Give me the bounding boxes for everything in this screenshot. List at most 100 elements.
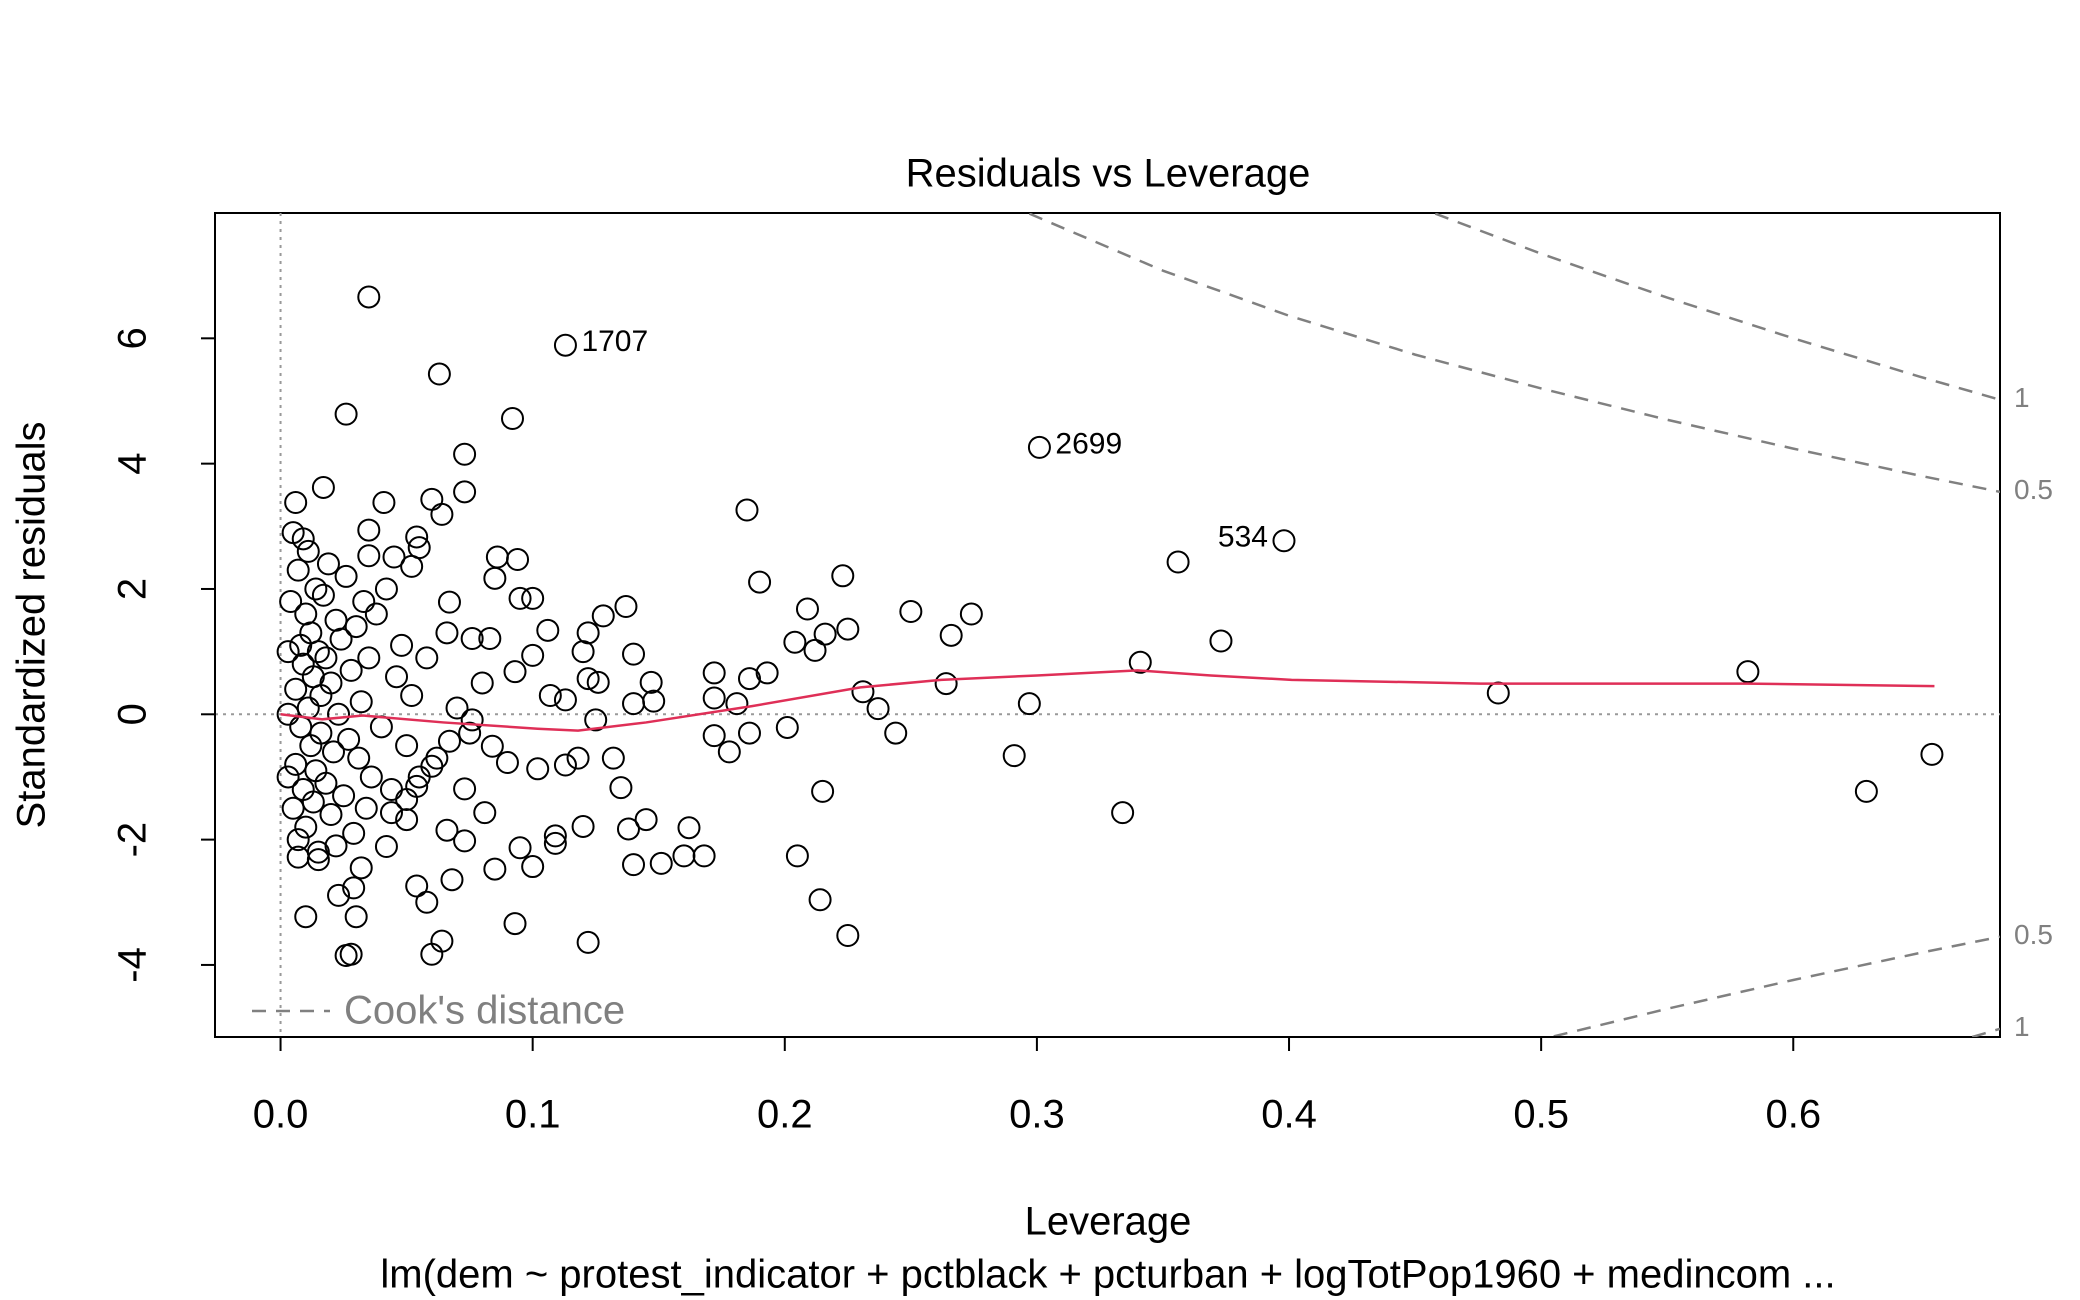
point [536,618,560,642]
point [359,765,383,789]
point [470,671,494,695]
point [506,548,530,572]
x-tick-label: 0.4 [1261,1093,1317,1137]
point [334,944,358,968]
point [342,821,366,845]
point [586,670,610,694]
point [296,696,320,720]
point [453,829,477,853]
point [1920,742,1944,766]
point [795,597,819,621]
point [427,362,451,386]
point [453,442,477,466]
point [279,590,303,614]
point [485,545,509,569]
point [1854,779,1878,803]
cooks-level-label: 1 [2014,1011,2030,1042]
cooks-level-label: 1 [2014,382,2030,413]
point [385,665,409,689]
point [866,697,890,721]
point [748,570,772,594]
cooks-line [1553,935,2000,1037]
point [349,856,373,880]
plot-area [215,213,2000,1037]
point [357,518,381,542]
cooks-line [1971,1027,2000,1037]
legend-label: Cook's distance [344,989,625,1033]
point [884,721,908,745]
point [521,586,545,610]
point [480,734,504,758]
point [291,527,315,551]
point [483,857,507,881]
point [702,661,726,685]
point [813,622,837,646]
point [717,740,741,764]
point [473,801,497,825]
point [649,851,673,875]
point [737,667,761,691]
point [420,487,444,511]
point [576,621,600,645]
point [400,683,424,707]
point [959,602,983,626]
point [281,796,305,820]
point [526,757,550,781]
point [1736,660,1760,684]
point [483,566,507,590]
point [437,590,461,614]
point [755,661,779,685]
point [324,608,348,632]
point-label: 1707 [581,325,648,358]
point [851,680,875,704]
point [1128,650,1152,674]
point [319,671,343,695]
point [332,784,356,808]
point [354,796,378,820]
annotated-point [553,333,577,357]
point [614,595,638,619]
point [357,646,381,670]
point [622,642,646,666]
point [571,640,595,664]
point [284,677,308,701]
point [584,708,608,732]
point [334,402,358,426]
point [735,498,759,522]
x-axis-label: Leverage [1025,1200,1192,1244]
y-tick-label: 0 [111,703,155,725]
point [642,689,666,713]
point [311,475,335,499]
point [811,779,835,803]
point [737,721,761,745]
point-label: 534 [1218,521,1268,554]
point [284,490,308,514]
point [934,672,958,696]
point [543,824,567,848]
point [478,626,502,650]
x-tick-label: 0.6 [1765,1093,1821,1137]
point [553,753,577,777]
point [576,667,600,691]
point [453,777,477,801]
point [276,765,300,789]
point [407,765,431,789]
y-axis-label: Standardized residuals [10,422,54,829]
point [357,285,381,309]
point [702,724,726,748]
point [503,660,527,684]
point [460,626,484,650]
point [634,808,658,832]
y-tick-label: -4 [111,947,155,983]
point [405,525,429,549]
x-tick-label: 0.0 [253,1093,309,1137]
y-tick-label: 2 [111,578,155,600]
point [400,554,424,578]
point [430,929,454,953]
point [836,923,860,947]
point-label: 2699 [1055,427,1122,460]
point [501,407,524,431]
point [783,630,807,654]
cooks-line [1028,213,2000,494]
point [677,816,701,840]
